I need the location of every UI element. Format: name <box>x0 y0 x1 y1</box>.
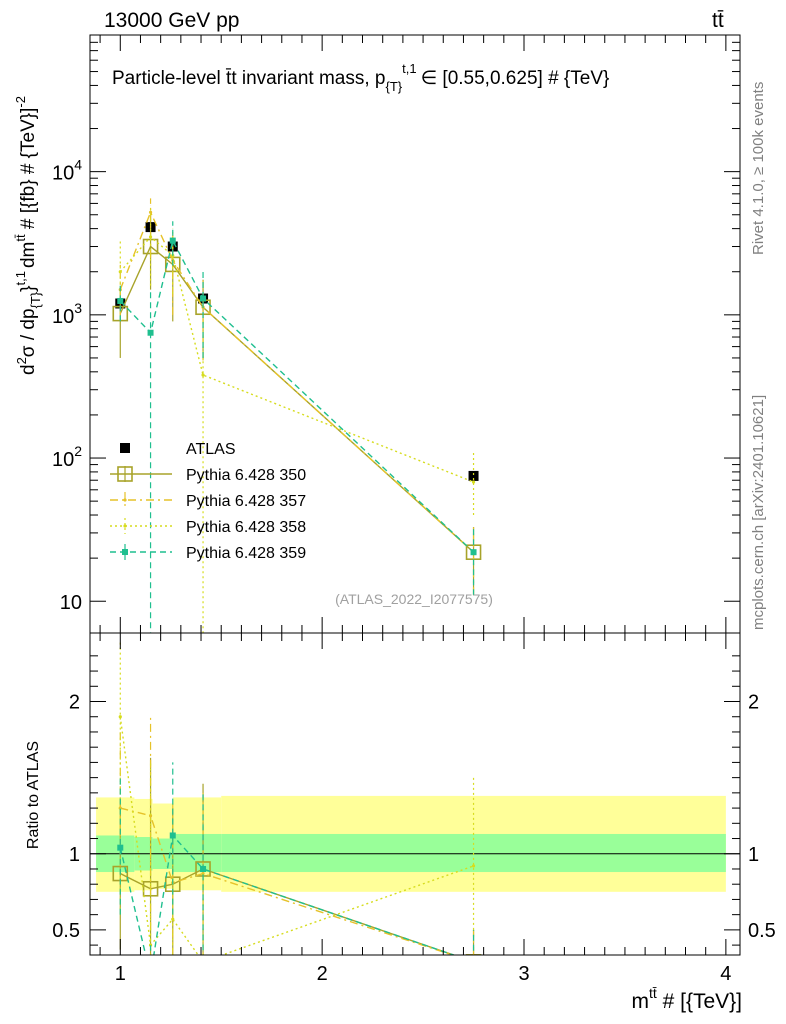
series-4-ratio-marker <box>169 832 176 839</box>
main-y-tick-exp: 4 <box>74 157 82 173</box>
main-y-tick-base: 10 <box>52 449 74 471</box>
main-y-tick-base: 10 <box>52 163 74 185</box>
ratio-frame <box>89 632 741 956</box>
x-label-sup: tt̄ <box>649 985 657 1001</box>
legend-label: Pythia 6.428 358 <box>186 519 306 536</box>
main-series-layer <box>112 198 482 633</box>
ratio-y-label: Ratio to ATLAS <box>25 741 42 849</box>
y-axis-label: d2σ / dp{T}}t,1 dmtt̄ # [{fb} # {TeV}]-2 <box>13 96 43 375</box>
analysis-watermark: (ATLAS_2022_I2077575) <box>335 591 493 607</box>
main-y-tick-label: 10 <box>60 592 82 614</box>
y-label-part-g: # [{fb} # {TeV}] <box>18 108 39 235</box>
ratio-y-tick-label-right: 2 <box>748 692 759 714</box>
series-3-main-marker <box>201 373 205 377</box>
series-2-ratio-marker <box>472 960 475 963</box>
series-2-ratio-line <box>120 807 455 955</box>
mcplots-label: mcplots.cern.ch [arXiv:2401.10621] <box>750 395 767 630</box>
ratio-y-tick-label-left: 0.5 <box>52 920 80 942</box>
legend-marker <box>120 443 130 453</box>
series-4-ratio-marker <box>148 973 154 979</box>
y-label-sup-3: -2 <box>13 96 28 108</box>
series-3-main-marker <box>118 270 122 274</box>
main-frame <box>89 34 741 634</box>
series-4-ratio-marker <box>117 844 124 851</box>
series-1-ratio-marker <box>465 954 482 955</box>
legend-label: Pythia 6.428 357 <box>186 493 306 510</box>
series-2-ratio-marker <box>148 814 153 818</box>
x-tick-label: 2 <box>317 963 328 985</box>
legend-label: ATLAS <box>186 441 236 458</box>
series-3-ratio-marker <box>201 960 204 963</box>
y-label-sup-1: 2 <box>14 357 29 364</box>
y-label-part-a: d <box>18 364 39 375</box>
chart-title: Particle-level t̄t invariant mass, p{T} t… <box>112 61 609 94</box>
series-4-main-marker <box>117 297 124 304</box>
x-label-rest: # [{TeV}] <box>657 990 742 1013</box>
y-label-part-d: } <box>18 286 39 292</box>
y-label-part-b: σ / dp <box>18 308 39 357</box>
x-tick-label: 1 <box>115 963 126 985</box>
series-0-main-marker <box>468 470 479 481</box>
legend-marker <box>117 466 133 482</box>
ratio-panel: 0.5 0.5 1 1 2 2 Ratio to ATLAS 1 2 3 4 mtt̄ # [{… <box>25 632 776 1013</box>
ratio-axis-ticks: 0.5 0.5 1 1 2 2 <box>52 633 776 955</box>
main-y-tick-base: 10 <box>60 592 82 614</box>
energy-label: 13000 GeV pp <box>104 9 239 32</box>
main-y-tick-exp: 3 <box>74 300 82 316</box>
series-3-ratio-marker <box>118 715 122 719</box>
main-y-tick-exp: 2 <box>74 443 82 459</box>
legend-marker <box>123 524 127 528</box>
series-3-ratio-marker <box>471 864 476 868</box>
series-4-main-marker <box>147 329 154 336</box>
legend-marker <box>122 549 128 555</box>
y-label-part-c: {T} <box>28 291 43 308</box>
legend-marker <box>123 498 127 502</box>
series-2-ratio-marker <box>201 871 205 876</box>
x-axis-label: mtt̄ # [{TeV}] <box>631 985 742 1013</box>
x-tick-label: 3 <box>518 963 529 985</box>
main-y-tick-label: 103 <box>52 300 82 328</box>
series-4-main-marker <box>200 295 207 302</box>
x-label-main: m <box>631 990 649 1013</box>
chart-title-main: Particle-level t̄t invariant mass, p <box>112 68 386 89</box>
series-2-main-line <box>119 210 475 553</box>
legend-label: Pythia 6.428 350 <box>186 467 306 484</box>
ratio-y-tick-label-right: 0.5 <box>748 920 776 942</box>
legend: ATLAS Pythia 6.428 350 Pythia 6.428 357 Pyt… <box>110 441 306 562</box>
series-4-ratio-marker <box>200 865 207 872</box>
chart-title-rest: ∈ [0.55,0.625] # {TeV} <box>421 68 610 89</box>
ratio-band-inner <box>172 833 222 873</box>
chart-title-sub: {T} <box>386 79 403 94</box>
series-4-main-marker <box>470 549 477 556</box>
rivet-label: Rivet 4.1.0, ≥ 100k events <box>750 82 767 255</box>
y-label-sup-2: t,1 <box>13 271 28 285</box>
legend-label: Pythia 6.428 359 <box>186 545 306 562</box>
series-3-main-marker <box>471 480 476 484</box>
y-label-part-e: dm <box>18 242 39 268</box>
process-label: tt̄ <box>712 9 724 32</box>
main-y-tick-label: 102 <box>52 443 82 471</box>
series-3-ratio-marker <box>171 917 175 921</box>
series-4-ratio-marker <box>471 959 477 965</box>
series-4-main-marker <box>169 237 176 244</box>
ratio-y-tick-label-left: 2 <box>69 692 80 714</box>
series-2-main-marker <box>148 210 153 214</box>
main-y-tick-label: 104 <box>52 157 82 185</box>
series-3-main-marker <box>148 235 153 239</box>
ratio-y-tick-label-right: 1 <box>748 844 759 866</box>
ratio-y-tick-label-left: 1 <box>69 844 80 866</box>
x-axis-ticks: 1 2 3 4 <box>115 963 732 985</box>
main-y-tick-base: 10 <box>52 306 74 328</box>
x-tick-label: 4 <box>720 963 731 985</box>
y-label-part-f: tt̄ <box>13 234 28 242</box>
chart-title-sup: t,1 <box>402 61 416 76</box>
